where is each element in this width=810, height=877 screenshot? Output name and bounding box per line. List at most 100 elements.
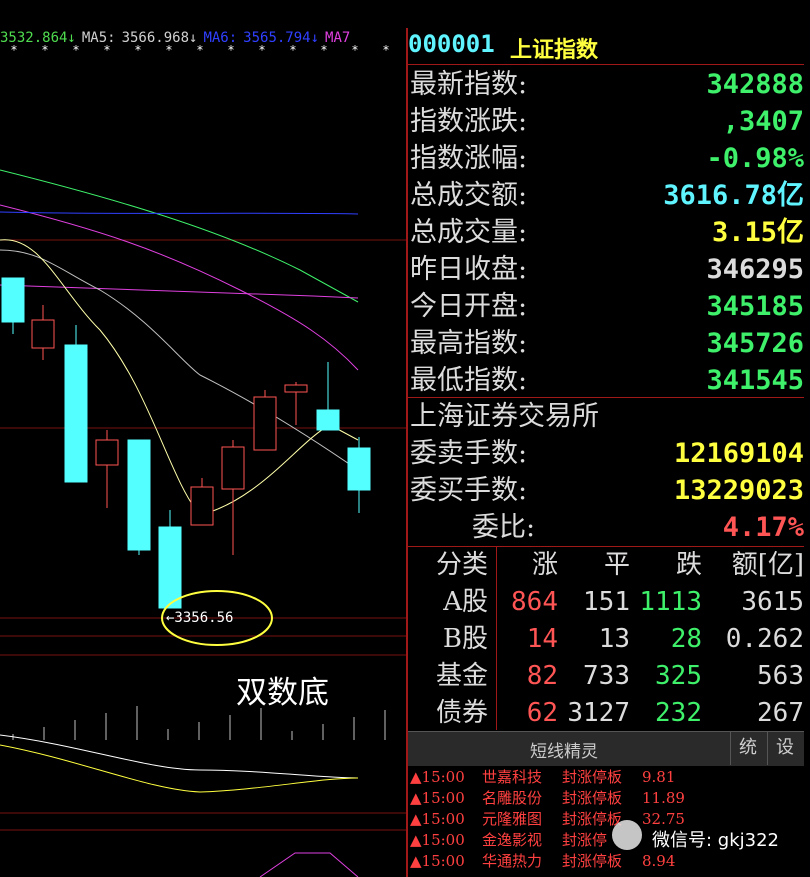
table-cell: 563 — [757, 661, 804, 691]
sprite-cell[interactable]: 金逸影视 — [482, 831, 543, 849]
ma-value: 3532.864↓ — [0, 30, 76, 46]
marker: * — [228, 43, 234, 57]
candle-body — [190, 486, 214, 526]
marker: * — [197, 43, 203, 57]
marker: * — [104, 43, 110, 57]
table-cell: 0.262 — [725, 624, 804, 654]
candle-body — [221, 446, 245, 490]
quote-value: 345185 — [706, 291, 804, 322]
sprite-cell[interactable]: ▲15:00 — [410, 768, 465, 786]
table-header: 分类 — [435, 550, 488, 580]
quote-row: 最低指数: 341545 — [408, 362, 804, 399]
sprite-cell[interactable]: 封涨停 — [562, 831, 608, 849]
table-cell: 14 — [526, 624, 558, 654]
ma-line — [0, 169, 359, 303]
candle-body — [347, 447, 371, 491]
sprite-cell[interactable]: 封涨停板 — [562, 852, 623, 870]
sprite-cell[interactable]: 封涨停板 — [562, 810, 623, 828]
table-cell: 82 — [526, 661, 558, 691]
quote-label: 最高指数: — [410, 328, 528, 359]
sprite-cell[interactable]: ▲15:00 — [410, 810, 465, 828]
quote-value: 3.15亿 — [711, 217, 804, 248]
sprite-cell[interactable]: ▲15:00 — [410, 831, 465, 849]
sprite-cell[interactable]: 8.94 — [642, 852, 676, 870]
quote-row: 今日开盘: 345185 — [408, 288, 804, 325]
wechat-icon — [612, 820, 642, 850]
marker: * — [259, 43, 265, 57]
candle-body — [158, 526, 182, 609]
sprite-cell[interactable]: ▲15:00 — [410, 789, 465, 807]
marker: * — [352, 43, 358, 57]
table-cell: 基金 — [435, 661, 488, 691]
quote-row: 昨日收盘: 346295 — [408, 251, 804, 288]
table-cell: 债券 — [435, 698, 488, 728]
sprite-title[interactable]: 短线精灵 — [530, 742, 598, 762]
sprite-cell[interactable]: 名雕股份 — [482, 789, 543, 807]
sprite-cell[interactable]: 11.89 — [642, 789, 685, 807]
quote-row: 最新指数: 342888 — [408, 66, 804, 103]
quote-label: 最新指数: — [410, 69, 528, 100]
sprite-cell[interactable]: 华通热力 — [482, 852, 543, 870]
table-cell: 864 — [511, 587, 558, 617]
sprite-cell[interactable]: 封涨停板 — [562, 789, 623, 807]
quote-value: 342888 — [706, 69, 804, 100]
marker: * — [321, 43, 327, 57]
watermark: 微信号: gkj322 — [652, 830, 779, 851]
quote-row: 指数涨跌: ,3407 — [408, 103, 804, 140]
quote-value: 3616.78亿 — [663, 180, 804, 211]
quote-label: 总成交量: — [410, 217, 528, 248]
sprite-cell[interactable]: 32.75 — [642, 810, 685, 828]
separator — [408, 546, 804, 547]
indicator-line — [259, 852, 359, 877]
order-value: 4.17% — [722, 512, 804, 543]
sprite-button[interactable]: 设 — [767, 731, 802, 765]
candle-body — [31, 319, 55, 349]
stock-code: 000001 — [408, 30, 495, 58]
sprite-button[interactable]: 统 — [730, 731, 765, 765]
exchange: 上海证券交易所 — [410, 401, 599, 432]
quote-label: 指数涨幅: — [410, 143, 528, 174]
quote-row: 总成交额: 3616.78亿 — [408, 177, 804, 214]
table-cell: 325 — [655, 661, 702, 691]
quote-value: -0.98% — [706, 143, 804, 174]
separator — [408, 64, 804, 65]
table-cell: 13 — [598, 624, 630, 654]
table-cell: 62 — [526, 698, 558, 728]
table-cell: 28 — [670, 624, 702, 654]
sprite-cell[interactable]: 世嘉科技 — [482, 768, 543, 786]
marker: * — [135, 43, 141, 57]
table-cell: 267 — [757, 698, 804, 728]
table-cell: 151 — [583, 587, 630, 617]
ma-value: MA6: — [203, 30, 238, 46]
order-label: 委比: — [472, 512, 536, 543]
marker: * — [11, 43, 17, 57]
ma-bar: 3532.864↓ MA5: 3566.968↓ MA6: 3565.794↓ MA7 — [0, 30, 356, 46]
candle-body — [284, 384, 308, 393]
table-cell: 232 — [655, 698, 702, 728]
quote-label: 最低指数: — [410, 365, 528, 396]
sprite-bar — [408, 731, 804, 766]
separator — [496, 547, 497, 730]
sprite-cell[interactable]: 封涨停板 — [562, 768, 623, 786]
sprite-cell[interactable]: ▲15:00 — [410, 852, 465, 870]
quote-value: 345726 — [706, 328, 804, 359]
marker: * — [166, 43, 172, 57]
sprite-cell[interactable]: 元隆雅图 — [482, 810, 543, 828]
ma-line — [0, 204, 359, 371]
table-cell: 1113 — [639, 587, 702, 617]
stock-name: 上证指数 — [510, 38, 599, 63]
order-value: 13229023 — [673, 475, 804, 506]
highlight — [161, 590, 273, 646]
quote-value: 346295 — [706, 254, 804, 285]
table-cell: 3615 — [741, 587, 804, 617]
marker: * — [73, 43, 79, 57]
quote-label: 指数涨跌: — [410, 106, 528, 137]
candle-body — [64, 344, 88, 483]
ma-line — [0, 211, 359, 215]
sprite-cell[interactable]: 9.81 — [642, 768, 676, 786]
quote-label: 今日开盘: — [410, 291, 528, 322]
order-row: 委比: 4.17% — [408, 509, 804, 546]
order-label: 委卖手数: — [410, 438, 528, 469]
quote-value: 341545 — [706, 365, 804, 396]
